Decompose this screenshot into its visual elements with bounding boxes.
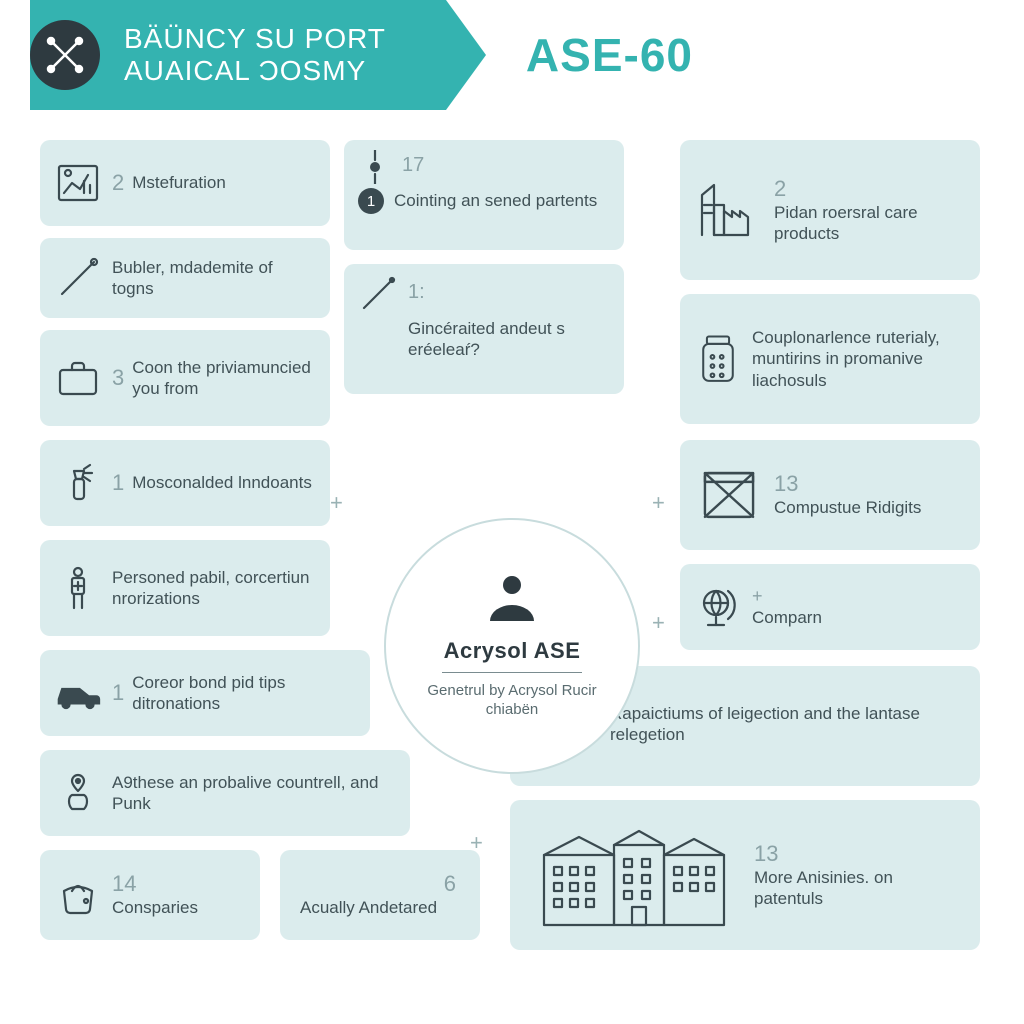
card-num: 1 bbox=[112, 470, 124, 496]
card-cointing: 17 1 Cointing an sened partents bbox=[344, 140, 624, 250]
card-num: 1 bbox=[112, 680, 124, 706]
briefcase-icon bbox=[54, 354, 102, 402]
card-num: 3 bbox=[112, 365, 124, 391]
card-num: 13 bbox=[754, 841, 958, 867]
title-line1: BÄÜNCY SU PORT bbox=[124, 23, 386, 55]
card-ginceraited: 1: Gincéraited andeut s eréeleaŕ? bbox=[344, 264, 624, 394]
card-text: Bubler, mdademite of togns bbox=[112, 257, 316, 300]
spray-bottle-icon bbox=[54, 459, 102, 507]
logo-circle bbox=[30, 20, 100, 90]
medic-figure-icon bbox=[54, 564, 102, 612]
card-text: Couplonarlence ruterialy, muntirins in p… bbox=[752, 327, 966, 391]
card-consparies: 14 Consparies bbox=[40, 850, 260, 940]
card-text: Coon the priviamuncied you from bbox=[132, 357, 316, 400]
card-personed: Personed pabil, corcertiun nrorizations bbox=[40, 540, 330, 636]
card-text: Mstefuration bbox=[132, 172, 226, 193]
card-num: 13 bbox=[774, 471, 913, 497]
jar-pills-icon bbox=[694, 335, 742, 383]
card-mosconalded: 1 Mosconalded lnndoants bbox=[40, 440, 330, 526]
card-num: 2 bbox=[774, 176, 958, 202]
card-text: A9these an probalive countrell, and Punk bbox=[112, 772, 396, 815]
globe-stand-icon bbox=[694, 583, 742, 631]
hospital-building-icon bbox=[524, 815, 744, 935]
card-a9these: A9these an probalive countrell, and Punk bbox=[40, 750, 410, 836]
card-acually: 6 Acually Andetared bbox=[280, 850, 480, 940]
card-num: 6 bbox=[444, 871, 456, 897]
card-plus: + bbox=[752, 586, 814, 607]
card-num: 2 bbox=[112, 170, 124, 196]
chart-frame-icon bbox=[54, 159, 102, 207]
card-text: Compustue Ridigits bbox=[774, 498, 921, 517]
header-bar: BÄÜNCY SU PORT AUAICAL ƆOSMY ASE-60 bbox=[0, 0, 1024, 110]
center-circle: Acrysol ASE Genetrul by Acrysol Rucir ch… bbox=[384, 518, 640, 774]
card-coon: 3 Coon the priviamuncied you from bbox=[40, 330, 330, 426]
plus-mark: + bbox=[470, 830, 483, 856]
wand-icon bbox=[54, 254, 102, 302]
person-icon bbox=[482, 573, 542, 628]
car-icon bbox=[54, 669, 102, 717]
vase-pin-icon bbox=[54, 769, 102, 817]
card-topnum: 1: bbox=[408, 281, 425, 304]
center-title: Acrysol ASE bbox=[444, 638, 581, 664]
plus-mark: + bbox=[652, 490, 665, 516]
header-teal-block: BÄÜNCY SU PORT AUAICAL ƆOSMY bbox=[30, 0, 446, 110]
card-text: Coreor bond pid tips ditronations bbox=[132, 672, 356, 715]
card-text: Mosconalded lnndoants bbox=[132, 472, 312, 493]
card-topnum: 17 bbox=[402, 154, 424, 177]
card-mstefuration: 2 Mstefuration bbox=[40, 140, 330, 226]
center-divider bbox=[442, 672, 582, 673]
plus-mark: + bbox=[330, 490, 343, 516]
center-subtitle: Genetrul by Acrysol Rucir chiabën bbox=[386, 681, 638, 720]
plus-mark: + bbox=[652, 610, 665, 636]
node-dot-icon bbox=[358, 150, 392, 184]
stick-icon bbox=[358, 274, 398, 314]
no-box-icon bbox=[694, 460, 764, 530]
header-code: ASE-60 bbox=[526, 28, 693, 82]
title-block: BÄÜNCY SU PORT AUAICAL ƆOSMY bbox=[124, 23, 386, 87]
card-couplonarlence: Couplonarlence ruterialy, muntirins in p… bbox=[680, 294, 980, 424]
infographic-canvas: 2 Mstefuration Bubler, mdademite of togn… bbox=[0, 110, 1024, 1024]
card-more-anisinies: 13 More Anisinies. on patentuls bbox=[510, 800, 980, 950]
card-text: Consparies bbox=[112, 898, 198, 917]
card-text: Cointing an sened partents bbox=[394, 190, 597, 211]
card-text: More Anisinies. on patentuls bbox=[754, 868, 893, 908]
card-comparn: + Comparn bbox=[680, 564, 980, 650]
card-num: 14 bbox=[112, 871, 190, 897]
card-compustue: 13 Compustue Ridigits bbox=[680, 440, 980, 550]
card-text: Rapaictiums of leigection and the lantas… bbox=[610, 703, 966, 746]
card-text: Personed pabil, corcertiun nrorizations bbox=[112, 567, 316, 610]
badge-number: 1 bbox=[358, 188, 384, 214]
card-topnum: 16 bbox=[610, 676, 966, 699]
card-bubler: Bubler, mdademite of togns bbox=[40, 238, 330, 318]
card-text: Comparn bbox=[752, 608, 822, 627]
card-text: Gincéraited andeut s eréeleaŕ? bbox=[358, 318, 610, 361]
crossed-sticks-icon bbox=[43, 33, 87, 77]
factory-building-icon bbox=[694, 175, 764, 245]
card-text: Acually Andetared bbox=[300, 897, 437, 918]
title-line2: AUAICAL ƆOSMY bbox=[124, 55, 386, 87]
card-coreor: 1 Coreor bond pid tips ditronations bbox=[40, 650, 370, 736]
purse-icon bbox=[54, 871, 102, 919]
card-pidan: 2 Pidan roersral care products bbox=[680, 140, 980, 280]
card-text: Pidan roersral care products bbox=[774, 203, 918, 243]
